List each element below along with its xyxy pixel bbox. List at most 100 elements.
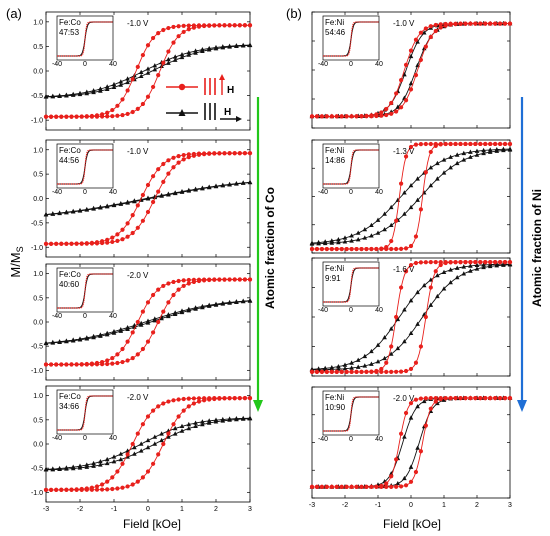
parallel-series-point	[186, 27, 191, 32]
parallel-series-point	[443, 21, 448, 27]
x-tick-label: -2	[342, 502, 348, 509]
perpendicular-series-point	[435, 293, 440, 299]
parallel-series-point	[212, 277, 217, 282]
inset-red-curve	[323, 21, 379, 57]
perpendicular-series-point	[454, 152, 460, 157]
parallel-series-point	[408, 366, 414, 372]
parallel-series-point	[130, 441, 135, 447]
x-tick-label: 2	[475, 502, 479, 509]
perpendicular-series-point	[179, 54, 185, 60]
perpendicular-series-point	[402, 434, 407, 439]
parallel-series-point	[49, 241, 54, 246]
parallel-series-point	[344, 114, 349, 119]
perpendicular-series-point	[481, 262, 486, 267]
parallel-series-point	[130, 330, 135, 335]
perpendicular-series-point	[369, 222, 374, 227]
parallel-series-point	[329, 246, 334, 252]
parallel-series-point	[488, 260, 493, 265]
parallel-series-point	[418, 344, 423, 349]
parallel-series-point	[156, 31, 161, 36]
parallel-series-point	[212, 151, 217, 156]
perpendicular-series-point	[91, 463, 96, 468]
panel-b-3: -40 0 40 Fe:Ni 9:91 -1.6 V	[309, 257, 513, 377]
parallel-series-point	[389, 111, 394, 116]
perpendicular-series-point	[152, 63, 158, 68]
perpendicular-series-point	[375, 359, 381, 364]
parallel-series-point	[389, 344, 394, 349]
perpendicular-series-point	[375, 342, 381, 347]
parallel-series-point	[43, 114, 49, 119]
ni-arrow-head-icon	[517, 400, 527, 412]
parallel-series-point	[105, 361, 110, 367]
perpendicular-series-point	[408, 330, 414, 336]
parallel-series-point	[438, 22, 443, 27]
parallel-series-point	[319, 369, 324, 374]
parallel-series-point	[171, 422, 176, 427]
perpendicular-series-point	[70, 337, 76, 342]
perpendicular-series-point	[166, 56, 171, 62]
inset-tick-label: 40	[375, 307, 383, 314]
parallel-series-point	[247, 395, 253, 401]
parallel-series-point	[176, 160, 181, 165]
parallel-series-point	[319, 484, 324, 489]
parallel-series-point	[349, 114, 354, 119]
perpendicular-series-point	[132, 444, 137, 450]
parallel-series-point	[453, 260, 458, 265]
perpendicular-series-point	[125, 76, 130, 81]
parallel-series-point	[364, 246, 369, 252]
perpendicular-series-point	[342, 362, 348, 367]
parallel-series-point	[359, 369, 364, 374]
perpendicular-series-point	[388, 204, 394, 210]
inset-tick-label: -40	[52, 435, 62, 442]
x-tick-label: -1	[111, 506, 117, 513]
perpendicular-series-point	[200, 421, 205, 427]
parallel-series-point	[166, 431, 171, 436]
parallel-series-point	[166, 171, 171, 176]
inset-red-curve	[57, 149, 113, 185]
perpendicular-series-point	[507, 146, 513, 151]
x-tick-label: 1	[442, 502, 446, 509]
parallel-series-point	[176, 397, 181, 402]
parallel-series-point	[196, 23, 202, 28]
parallel-series-point	[43, 487, 49, 492]
parallel-series-point	[403, 368, 409, 374]
parallel-series-point	[115, 486, 120, 491]
parallel-series-point	[423, 170, 428, 175]
parallel-series-point	[493, 260, 498, 265]
parallel-series-point	[110, 355, 115, 361]
parallel-series-point	[374, 246, 379, 252]
inset-tick-label: 40	[109, 435, 117, 442]
parallel-series-point	[453, 141, 458, 147]
perpendicular-series-point	[435, 272, 440, 278]
inset-red-curve	[57, 395, 113, 431]
parallel-series-point	[110, 475, 115, 480]
perpendicular-series-point	[415, 403, 420, 409]
perpendicular-series-point	[461, 157, 467, 162]
parallel-series-point	[488, 21, 493, 26]
perpendicular-series-point	[152, 194, 158, 199]
inset-tick-label: 0	[83, 313, 87, 320]
parallel-series-point	[458, 141, 463, 147]
parallel-series-point	[140, 192, 145, 198]
panel-a-4: -3 -2 -1 0 1 2 3 -1.0 -0.5 0.0 0.5 1.0 -40 0 40 Fe:Co 34…	[31, 385, 253, 513]
parallel-series-point	[448, 260, 453, 265]
perpendicular-series-point	[138, 320, 144, 326]
perpendicular-series-point	[369, 233, 374, 238]
parallel-series-point	[423, 314, 428, 320]
parallel-series-point	[135, 225, 140, 230]
parallel-series-point	[110, 239, 115, 245]
panel-b-1: -40 0 40 Fe:Ni 54:46 -1.0 V	[309, 11, 513, 129]
inset-tick-label: -40	[52, 189, 62, 196]
parallel-series-point	[69, 487, 74, 492]
perpendicular-series-point	[91, 333, 96, 339]
parallel-series-point	[156, 319, 161, 325]
perpendicular-series-point	[454, 160, 460, 166]
parallel-series-point	[191, 277, 196, 282]
perpendicular-series-point	[50, 211, 56, 216]
parallel-series-point	[145, 469, 151, 474]
parallel-series-point	[423, 141, 428, 147]
perpendicular-series-point	[172, 57, 178, 62]
parallel-series-point	[135, 319, 140, 325]
y-tick-label: -0.5	[31, 344, 43, 351]
parallel-series-point	[413, 142, 419, 147]
